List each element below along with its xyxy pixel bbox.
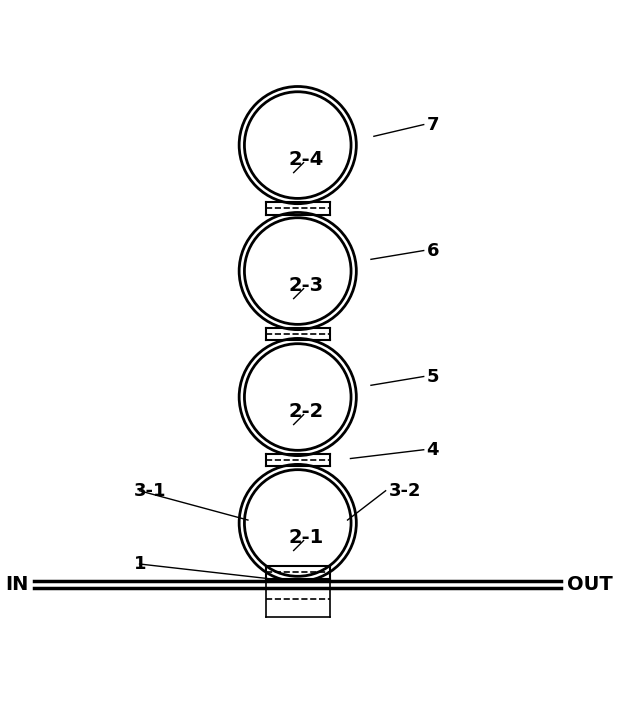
Text: 2-2: 2-2 <box>289 402 324 422</box>
Text: 1: 1 <box>134 555 146 573</box>
Text: 2-4: 2-4 <box>289 150 324 169</box>
Text: 3-2: 3-2 <box>389 482 421 500</box>
Text: IN: IN <box>5 575 28 594</box>
Text: 2-3: 2-3 <box>289 276 324 295</box>
Text: OUT: OUT <box>567 575 613 594</box>
Text: 5: 5 <box>427 367 439 385</box>
Text: 4: 4 <box>427 441 439 459</box>
Text: 6: 6 <box>427 241 439 260</box>
Text: 7: 7 <box>427 115 439 134</box>
Text: 3-1: 3-1 <box>134 482 166 500</box>
Text: 2-1: 2-1 <box>289 528 324 547</box>
